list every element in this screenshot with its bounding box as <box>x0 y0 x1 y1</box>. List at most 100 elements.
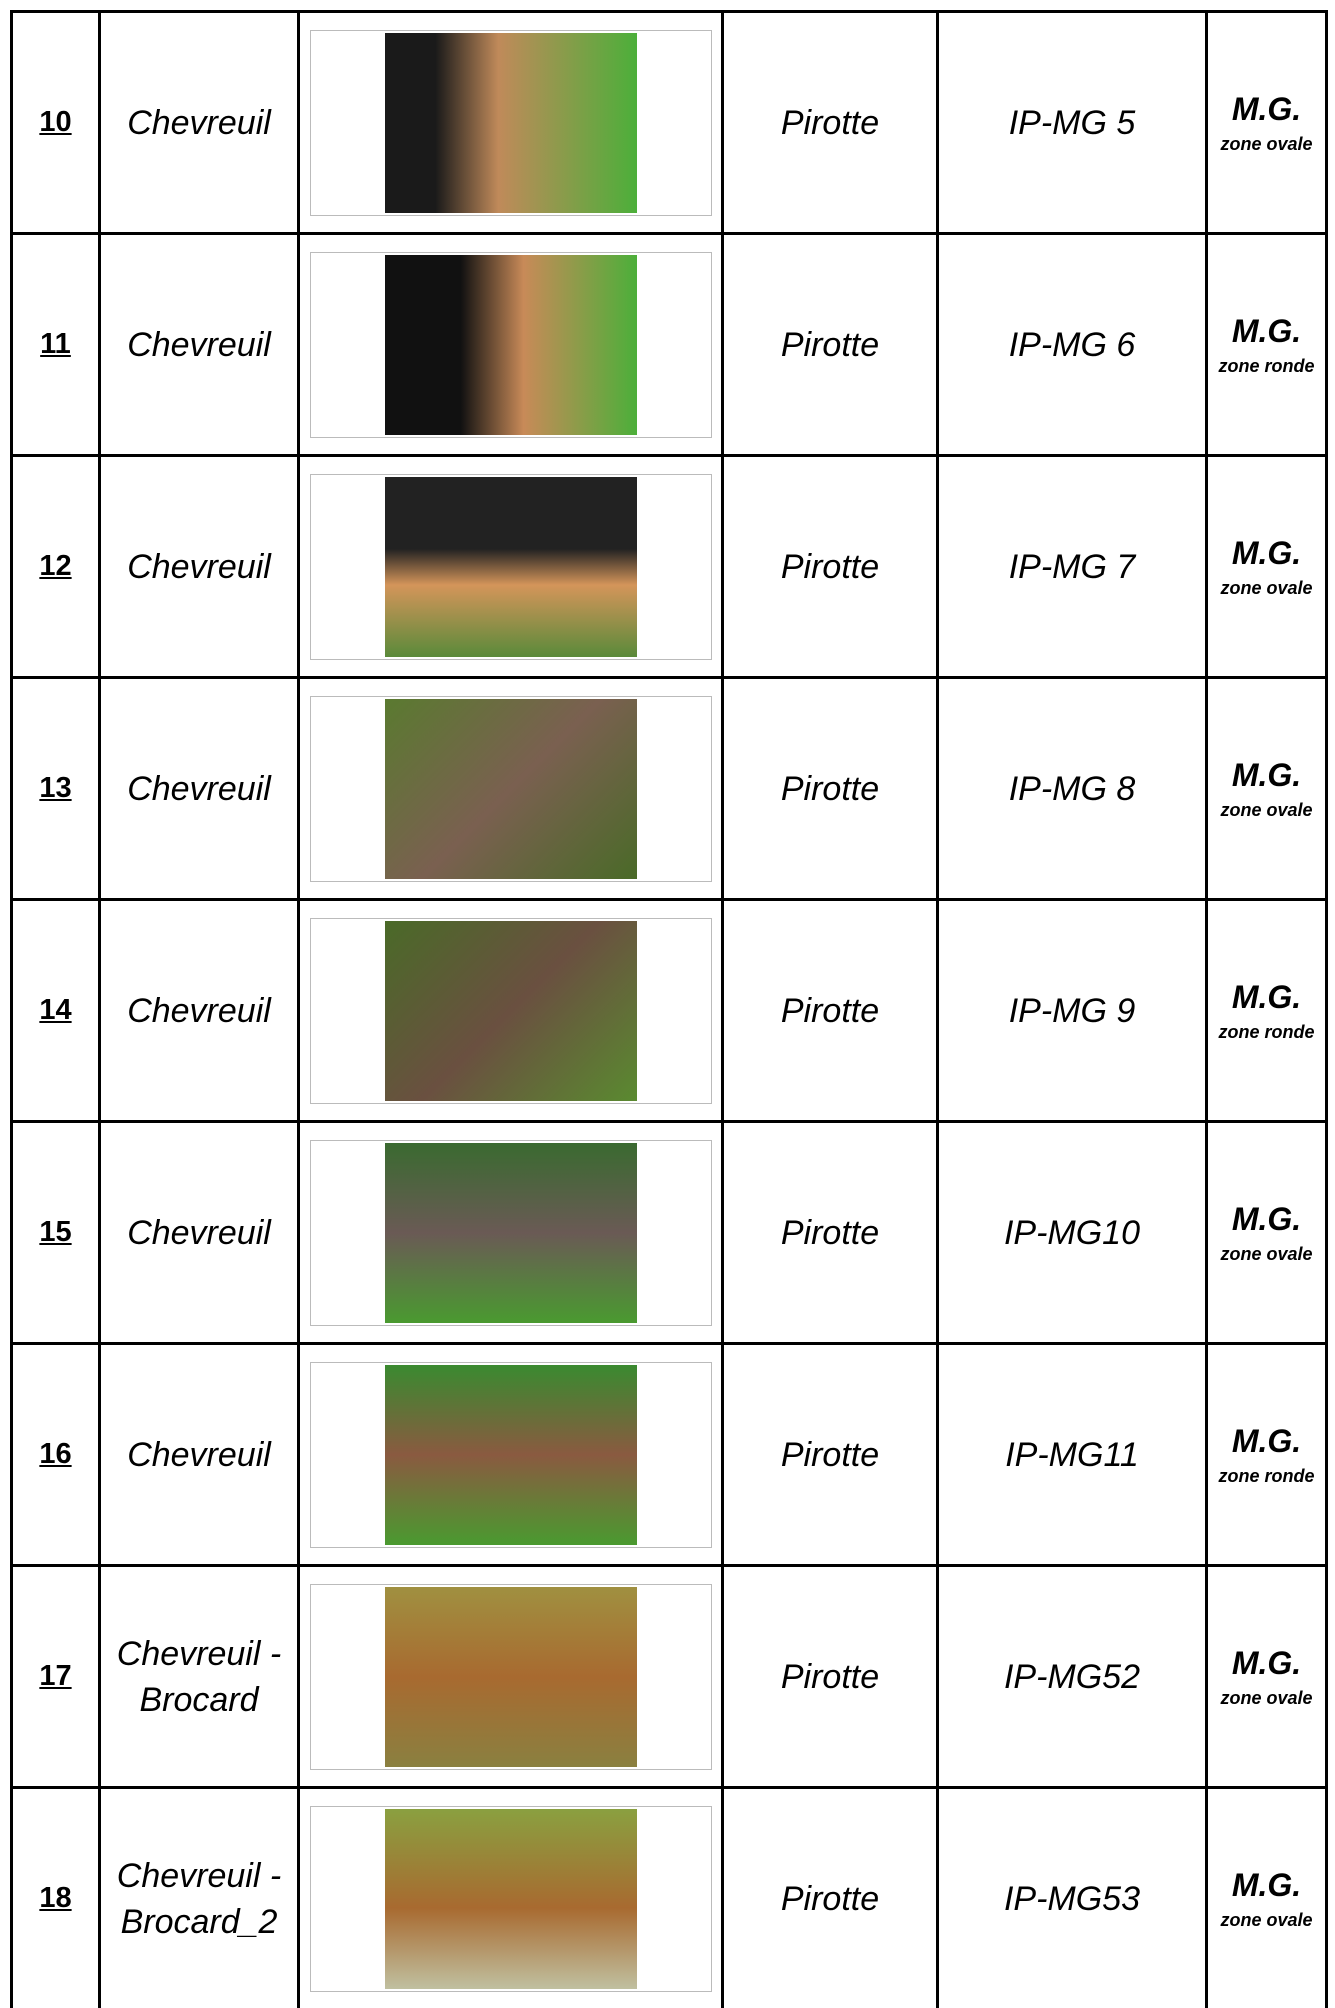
mg-cell: M.G. zone ronde <box>1205 1345 1328 1564</box>
mg-cell: M.G. zone ovale <box>1205 1123 1328 1342</box>
image-frame <box>309 1361 712 1548</box>
target-photo <box>384 1142 637 1323</box>
brand: Pirotte <box>780 1435 880 1474</box>
number-cell: 16 <box>10 1345 98 1564</box>
brand-cell: Pirotte <box>721 1123 936 1342</box>
image-frame <box>309 251 712 438</box>
species-cell: Chevreuil <box>98 235 297 454</box>
species-cell: Chevreuil <box>98 1123 297 1342</box>
number-cell: 17 <box>10 1567 98 1786</box>
code-cell: IP-MG 9 <box>936 901 1205 1120</box>
image-frame <box>309 29 712 216</box>
target-photo <box>384 32 637 213</box>
number-cell: 11 <box>10 235 98 454</box>
species-cell: Chevreuil <box>98 13 297 232</box>
code: IP-MG 6 <box>1008 325 1136 364</box>
mg-cell: M.G. zone ronde <box>1205 235 1328 454</box>
category: M.G. <box>1231 978 1302 1015</box>
code: IP-MG 5 <box>1008 103 1136 142</box>
code: IP-MG10 <box>1003 1213 1141 1252</box>
row-number: 18 <box>39 1882 72 1914</box>
mg-cell: M.G. zone ronde <box>1205 901 1328 1120</box>
brand-cell: Pirotte <box>721 1345 936 1564</box>
code-cell: IP-MG 7 <box>936 457 1205 676</box>
category: M.G. <box>1231 534 1302 571</box>
brand: Pirotte <box>780 325 880 364</box>
brand-cell: Pirotte <box>721 13 936 232</box>
category: M.G. <box>1231 1644 1302 1681</box>
number-cell: 14 <box>10 901 98 1120</box>
mg-cell: M.G. zone ovale <box>1205 1789 1328 2008</box>
table-row: 16 Chevreuil Pirotte IP-MG11 M.G. zone ronde <box>10 1342 1328 1564</box>
zone: zone ovale <box>1220 799 1313 820</box>
category: M.G. <box>1231 1422 1302 1459</box>
target-photo <box>384 1364 637 1545</box>
category: M.G. <box>1231 1866 1302 1903</box>
target-photo <box>384 476 637 657</box>
zone: zone ovale <box>1220 1687 1313 1708</box>
code-cell: IP-MG11 <box>936 1345 1205 1564</box>
species: Chevreuil - Brocard_2 <box>116 1856 282 1941</box>
brand-cell: Pirotte <box>721 235 936 454</box>
mg-cell: M.G. zone ovale <box>1205 457 1328 676</box>
image-frame <box>309 695 712 882</box>
species: Chevreuil <box>127 1213 271 1252</box>
mg-cell: M.G. zone ovale <box>1205 1567 1328 1786</box>
code: IP-MG 8 <box>1008 769 1136 808</box>
species-cell: Chevreuil - Brocard <box>98 1567 297 1786</box>
code-cell: IP-MG10 <box>936 1123 1205 1342</box>
species: Chevreuil <box>127 1435 271 1474</box>
image-cell <box>297 457 721 676</box>
target-photo <box>384 1808 637 1989</box>
target-photo <box>384 254 637 435</box>
species: Chevreuil <box>127 103 271 142</box>
number-cell: 13 <box>10 679 98 898</box>
category: M.G. <box>1231 756 1302 793</box>
code-cell: IP-MG 8 <box>936 679 1205 898</box>
table-row: 15 Chevreuil Pirotte IP-MG10 M.G. zone ovale <box>10 1120 1328 1342</box>
table-row: 13 Chevreuil Pirotte IP-MG 8 M.G. zone ovale <box>10 676 1328 898</box>
species: Chevreuil <box>127 547 271 586</box>
target-photo <box>384 920 637 1101</box>
image-cell <box>297 901 721 1120</box>
table-row: 18 Chevreuil - Brocard_2 Pirotte IP-MG53 M.G… <box>10 1786 1328 2008</box>
code: IP-MG11 <box>1005 1435 1139 1474</box>
zone: zone ronde <box>1218 1021 1315 1042</box>
brand-cell: Pirotte <box>721 1567 936 1786</box>
brand: Pirotte <box>780 103 880 142</box>
zone: zone ronde <box>1218 1465 1315 1486</box>
species-cell: Chevreuil <box>98 457 297 676</box>
category: M.G. <box>1231 1200 1302 1237</box>
table-row: 14 Chevreuil Pirotte IP-MG 9 M.G. zone ronde <box>10 898 1328 1120</box>
species-cell: Chevreuil <box>98 679 297 898</box>
row-number: 12 <box>39 550 72 582</box>
zone: zone ronde <box>1218 355 1315 376</box>
code: IP-MG52 <box>1003 1657 1141 1696</box>
row-number: 15 <box>39 1216 72 1248</box>
category: M.G. <box>1231 312 1302 349</box>
species-cell: Chevreuil <box>98 901 297 1120</box>
species-cell: Chevreuil <box>98 1345 297 1564</box>
mg-cell: M.G. zone ovale <box>1205 13 1328 232</box>
row-number: 11 <box>40 328 71 360</box>
species: Chevreuil <box>127 769 271 808</box>
brand: Pirotte <box>780 991 880 1030</box>
image-frame <box>309 917 712 1104</box>
number-cell: 18 <box>10 1789 98 2008</box>
table-row: 11 Chevreuil Pirotte IP-MG 6 M.G. zone ronde <box>10 232 1328 454</box>
target-photo <box>384 1586 637 1767</box>
row-number: 17 <box>39 1660 72 1692</box>
code-cell: IP-MG 5 <box>936 13 1205 232</box>
table-row: 17 Chevreuil - Brocard Pirotte IP-MG52 M.G. z… <box>10 1564 1328 1786</box>
brand: Pirotte <box>780 1657 880 1696</box>
brand-cell: Pirotte <box>721 679 936 898</box>
category: M.G. <box>1231 90 1302 127</box>
species-cell: Chevreuil - Brocard_2 <box>98 1789 297 2008</box>
row-number: 14 <box>39 994 72 1026</box>
table-row: 12 Chevreuil Pirotte IP-MG 7 M.G. zone ovale <box>10 454 1328 676</box>
image-frame <box>309 473 712 660</box>
number-cell: 10 <box>10 13 98 232</box>
brand-cell: Pirotte <box>721 457 936 676</box>
code-cell: IP-MG 6 <box>936 235 1205 454</box>
